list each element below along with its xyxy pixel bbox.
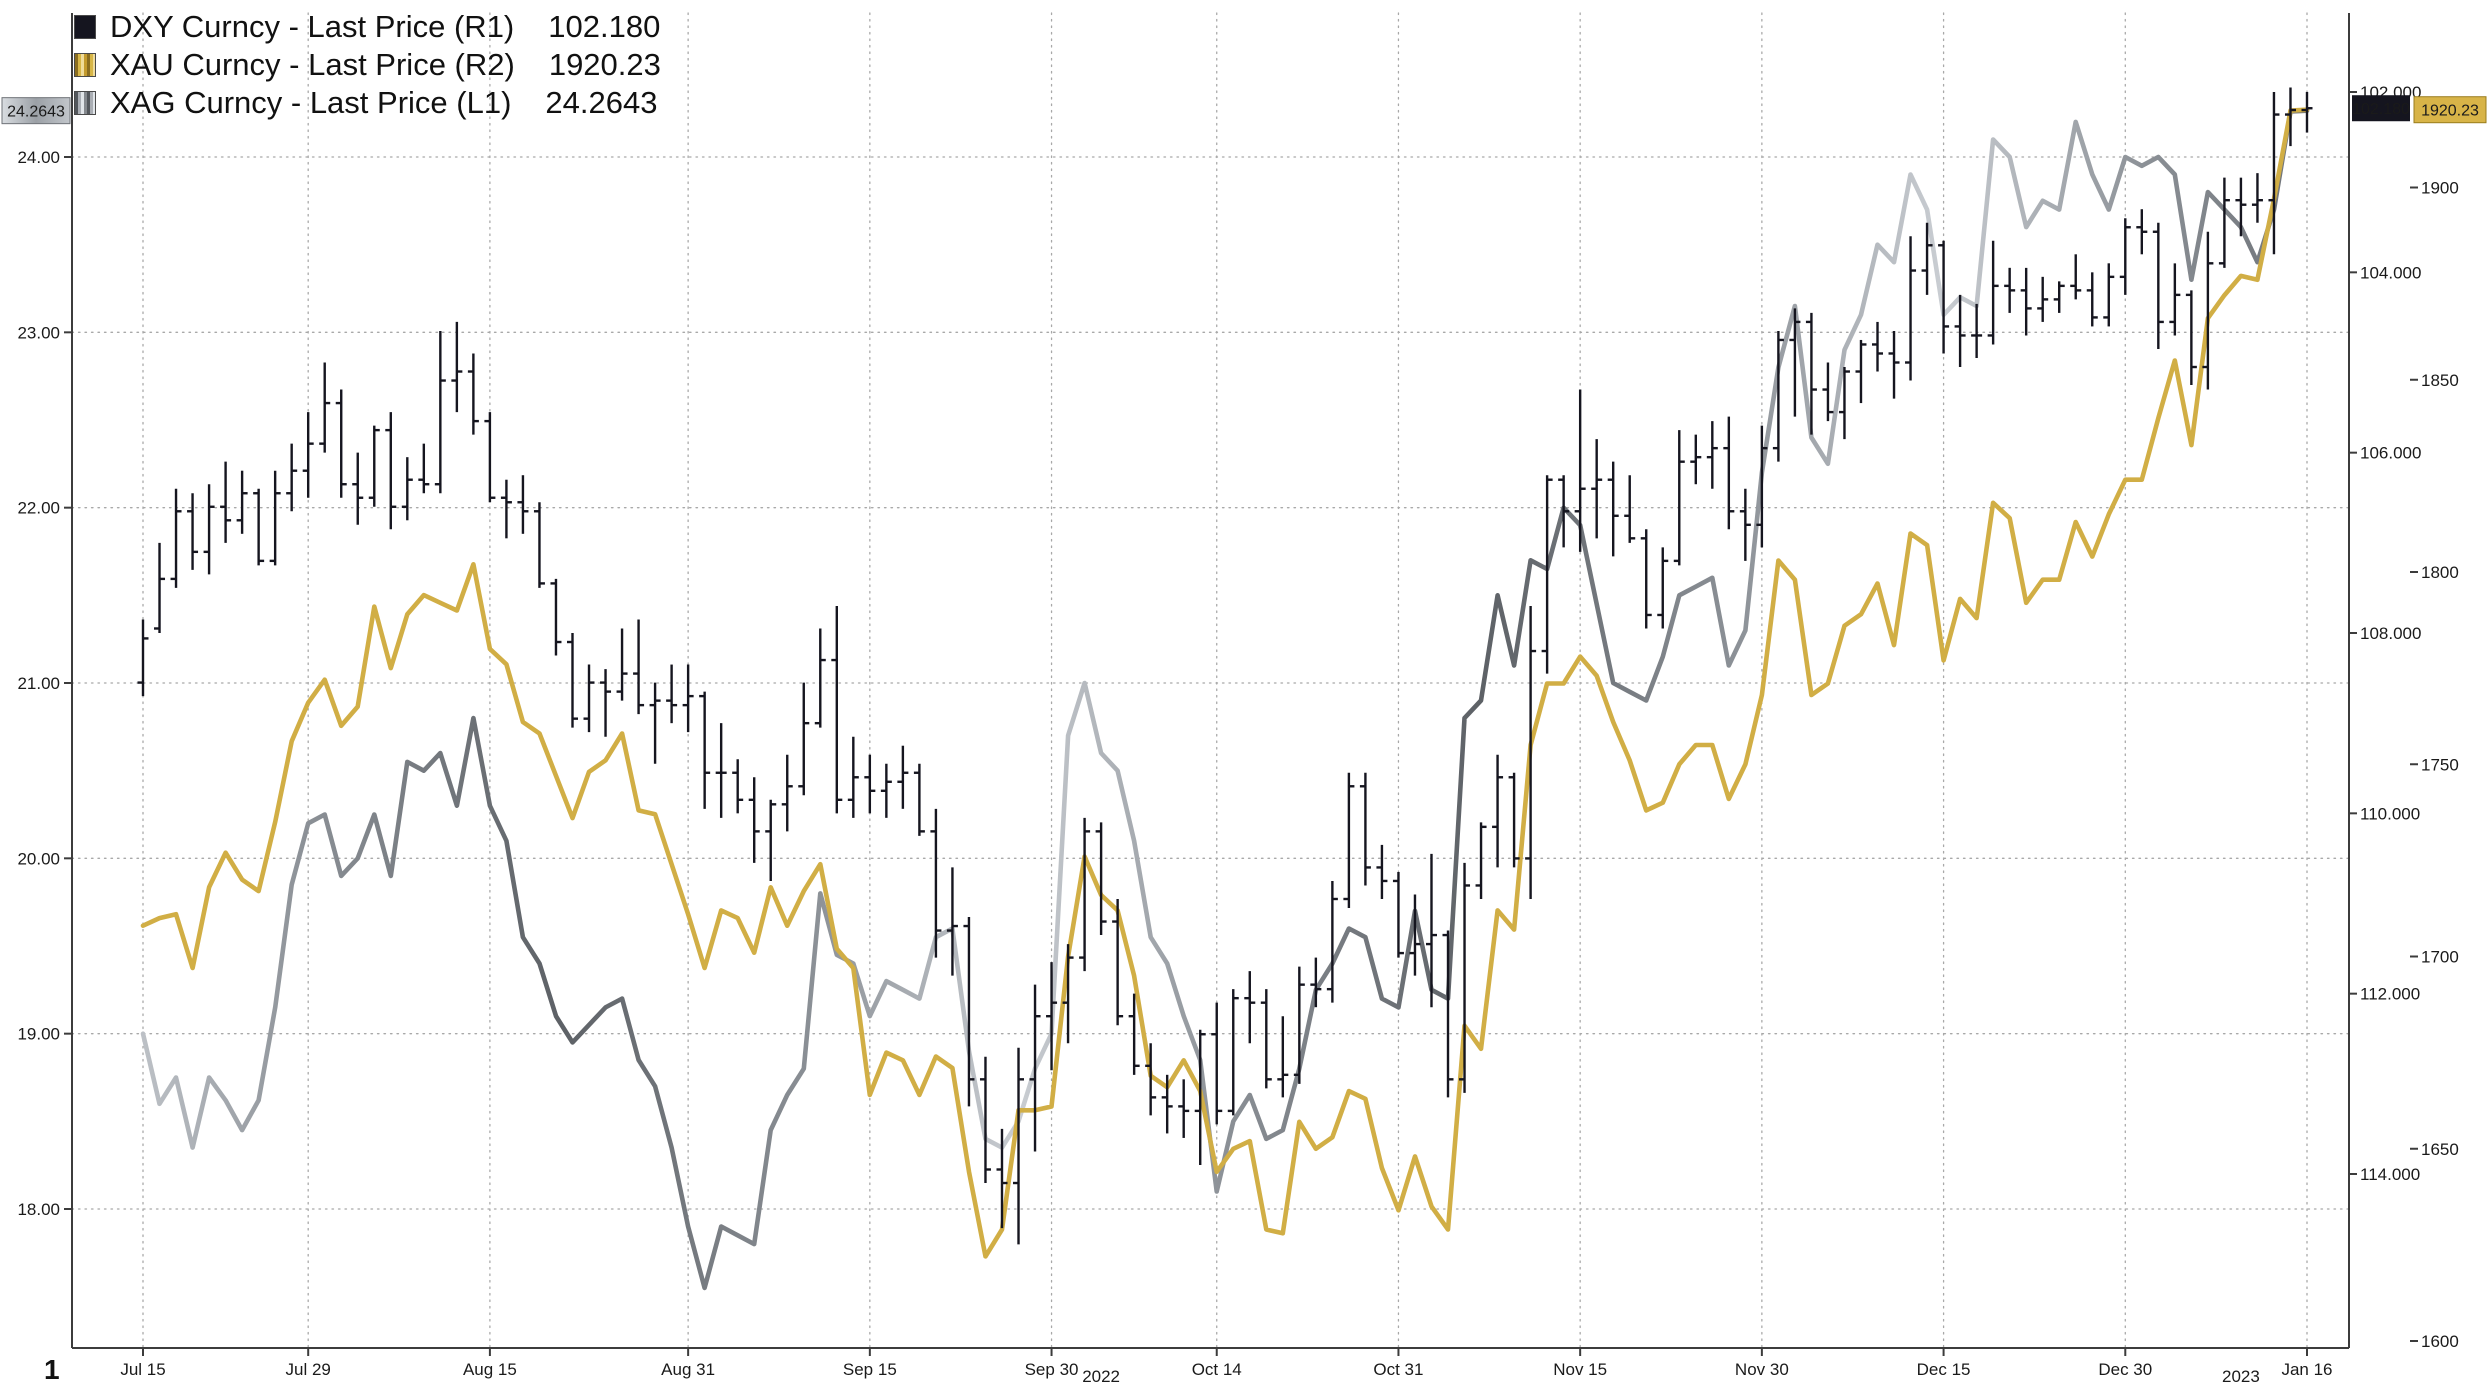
- legend: DXY Curncy - Last Price (R1) 102.180 XAU…: [74, 8, 661, 122]
- x-axis-label: Aug 31: [661, 1360, 715, 1379]
- legend-value-xag: 24.2643: [545, 85, 658, 120]
- legend-label-dxy: DXY Curncy - Last Price (R1): [110, 9, 515, 44]
- r1-axis-label: 110.000: [2360, 804, 2420, 823]
- left-axis-label: 19.00: [17, 1025, 60, 1044]
- grid: [71, 12, 2350, 1349]
- dxy-swatch-icon: [74, 15, 96, 39]
- x-axis-year-label: 2023: [2222, 1367, 2260, 1384]
- left-axis-label: 23.00: [17, 323, 60, 342]
- r1-axis-label: 104.000: [2360, 263, 2421, 282]
- r1-axis-label: 112.000: [2360, 985, 2420, 1004]
- xag-last-price-tag: 24.2643: [1, 97, 71, 125]
- left-axis-label: 22.00: [17, 499, 60, 518]
- legend-item-xau[interactable]: XAU Curncy - Last Price (R2) 1920.23: [74, 46, 661, 84]
- x-axis-label: Nov 15: [1553, 1360, 1607, 1379]
- x-axis-label: Jan 16: [2281, 1360, 2332, 1379]
- r1-axis-label: 114.000: [2360, 1165, 2420, 1184]
- left-axis-label: 18.00: [17, 1200, 60, 1219]
- dxy-ohlc-series[interactable]: [137, 87, 2313, 1245]
- xau-line-series[interactable]: [140, 107, 2310, 1259]
- x-axis-label: Aug 15: [463, 1360, 517, 1379]
- xag-line-series[interactable]: [140, 108, 2310, 1291]
- legend-value-dxy: 102.180: [548, 9, 661, 44]
- r2-axis-label: 1750: [2421, 755, 2459, 774]
- dxy-last-price-tag: 102.180: [2352, 95, 2410, 122]
- r2-axis-label: 1700: [2421, 948, 2459, 967]
- x-axis-year-label: 2022: [1082, 1367, 1120, 1384]
- xag-swatch-icon: [74, 91, 96, 115]
- xau-last-price-tag-text: 1920.23: [2421, 103, 2479, 120]
- x-axis-label: Dec 15: [1917, 1360, 1971, 1379]
- legend-label-xau: XAU Curncy - Last Price (R2): [110, 47, 515, 82]
- x-axis-label: Dec 30: [2098, 1360, 2152, 1379]
- r1-axis-label: 108.000: [2360, 624, 2421, 643]
- legend-item-dxy[interactable]: DXY Curncy - Last Price (R1) 102.180: [74, 8, 661, 46]
- left-axis-label: 24.00: [17, 148, 60, 167]
- x-axis-label: Sep 30: [1025, 1360, 1079, 1379]
- left-axis-label: 20.00: [17, 849, 60, 868]
- r2-axis-label: 1900: [2421, 179, 2459, 198]
- axes: 24.0023.0022.0021.0020.0019.0018.00102.0…: [17, 13, 2459, 1384]
- x-axis-label: Jul 29: [286, 1360, 331, 1379]
- xag-line[interactable]: [140, 108, 2310, 1291]
- legend-label-xag: XAG Curncy - Last Price (L1): [110, 85, 512, 120]
- xau-last-price-tag-box: [2413, 96, 2487, 124]
- xag-last-price-tag-box: [1, 97, 71, 125]
- r2-axis-label: 1600: [2421, 1332, 2459, 1351]
- x-axis-label: Jul 15: [120, 1360, 165, 1379]
- dxy-last-price-tag-box: [2352, 95, 2410, 122]
- r2-axis-label: 1850: [2421, 371, 2459, 390]
- r2-axis-label: 1650: [2421, 1140, 2459, 1159]
- x-axis-label: Oct 14: [1192, 1360, 1242, 1379]
- r1-axis-label: 106.000: [2360, 444, 2421, 463]
- dxy-last-price-tag-text: 102.180: [2352, 101, 2410, 118]
- legend-value-xau: 1920.23: [548, 47, 661, 82]
- x-axis-label: Sep 15: [843, 1360, 897, 1379]
- xag-last-price-tag-text: 24.2643: [7, 104, 65, 121]
- r2-axis-label: 1800: [2421, 563, 2459, 582]
- x-axis-label: Nov 30: [1735, 1360, 1789, 1379]
- x-axis-label: Oct 31: [1373, 1360, 1423, 1379]
- xau-last-price-tag: 1920.23: [2413, 96, 2487, 124]
- xau-line[interactable]: [140, 107, 2310, 1259]
- xau-swatch-icon: [74, 53, 96, 77]
- page-indicator: 1: [44, 1354, 60, 1385]
- legend-item-xag[interactable]: XAG Curncy - Last Price (L1) 24.2643: [74, 84, 661, 122]
- left-axis-label: 21.00: [17, 674, 60, 693]
